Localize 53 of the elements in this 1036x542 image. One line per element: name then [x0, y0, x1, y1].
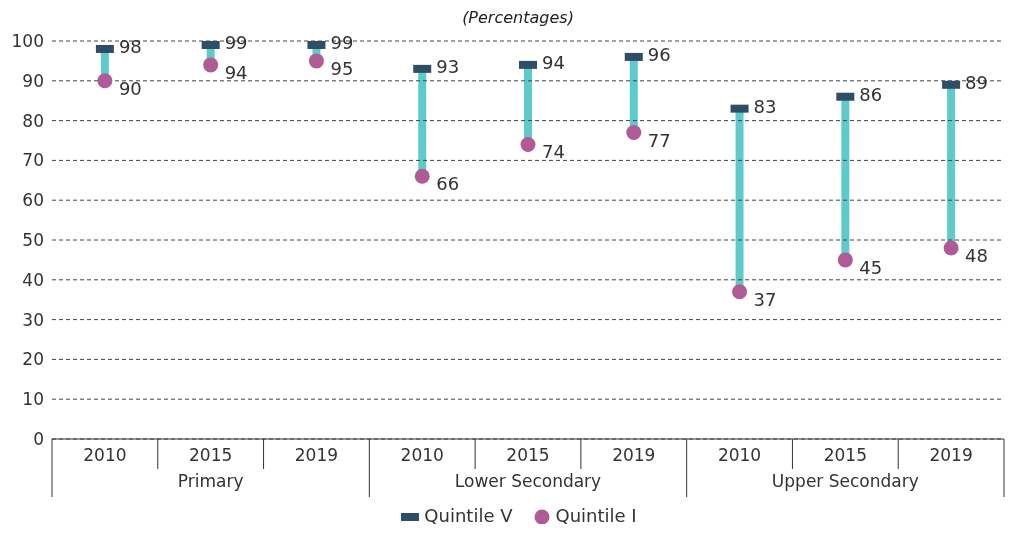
x-tick-label: 2019 — [294, 445, 339, 465]
data-label: 94 — [542, 51, 565, 73]
x-tick-label: 2010 — [400, 445, 444, 465]
point — [97, 73, 113, 89]
data-label: 98 — [118, 35, 142, 57]
x-tick-label: 2019 — [612, 445, 656, 465]
data-label: 94 — [224, 61, 248, 83]
y-tick-label: 10 — [22, 389, 44, 410]
data-label: 83 — [753, 95, 777, 117]
text: Upper Secondary — [771, 471, 919, 491]
data-label: 96 — [647, 43, 671, 65]
y-tick-label: 80 — [22, 110, 44, 131]
x-tick-label: 2010 — [83, 445, 127, 465]
data-label: 45 — [859, 256, 883, 278]
data-label: 99 — [224, 31, 248, 53]
point — [308, 53, 324, 69]
data-label: 74 — [542, 141, 565, 163]
data-label: 93 — [436, 55, 460, 77]
text: Primary — [177, 471, 244, 491]
data-label: 77 — [647, 129, 671, 151]
data-label: 90 — [118, 77, 142, 99]
data-label: 95 — [330, 57, 354, 79]
point — [414, 168, 430, 184]
x-tick-label: 2015 — [823, 445, 867, 465]
chart-subtitle: (Percentages) — [461, 8, 575, 27]
point — [626, 125, 642, 141]
data-label: 37 — [753, 288, 777, 310]
legend-label: Quintile I — [554, 505, 637, 526]
data-label: 99 — [330, 31, 354, 53]
data-label: 89 — [965, 71, 989, 93]
y-tick-label: 70 — [22, 150, 44, 171]
y-tick-label: 100 — [11, 31, 44, 52]
x-tick-label: 2015 — [189, 445, 233, 465]
y-tick-label: 0 — [33, 429, 44, 450]
y-tick-label: 30 — [22, 309, 44, 330]
data-label: 66 — [436, 173, 460, 195]
data-label: 48 — [965, 244, 989, 266]
point — [943, 240, 959, 256]
y-tick-label: 20 — [22, 349, 44, 370]
y-tick-label: 40 — [22, 269, 44, 290]
point — [837, 252, 853, 268]
legend-label: Quintile V — [423, 505, 513, 526]
x-tick-label: 2015 — [506, 445, 550, 465]
point — [520, 136, 536, 152]
y-tick-label: 50 — [22, 230, 44, 251]
text: Lower Secondary — [454, 471, 602, 491]
data-label: 86 — [859, 83, 883, 105]
x-tick-label: 2019 — [929, 445, 973, 465]
point — [732, 284, 748, 300]
y-tick-label: 60 — [22, 190, 44, 211]
y-tick-label: 90 — [22, 70, 44, 91]
x-tick-label: 2010 — [717, 445, 762, 465]
point — [203, 57, 219, 73]
